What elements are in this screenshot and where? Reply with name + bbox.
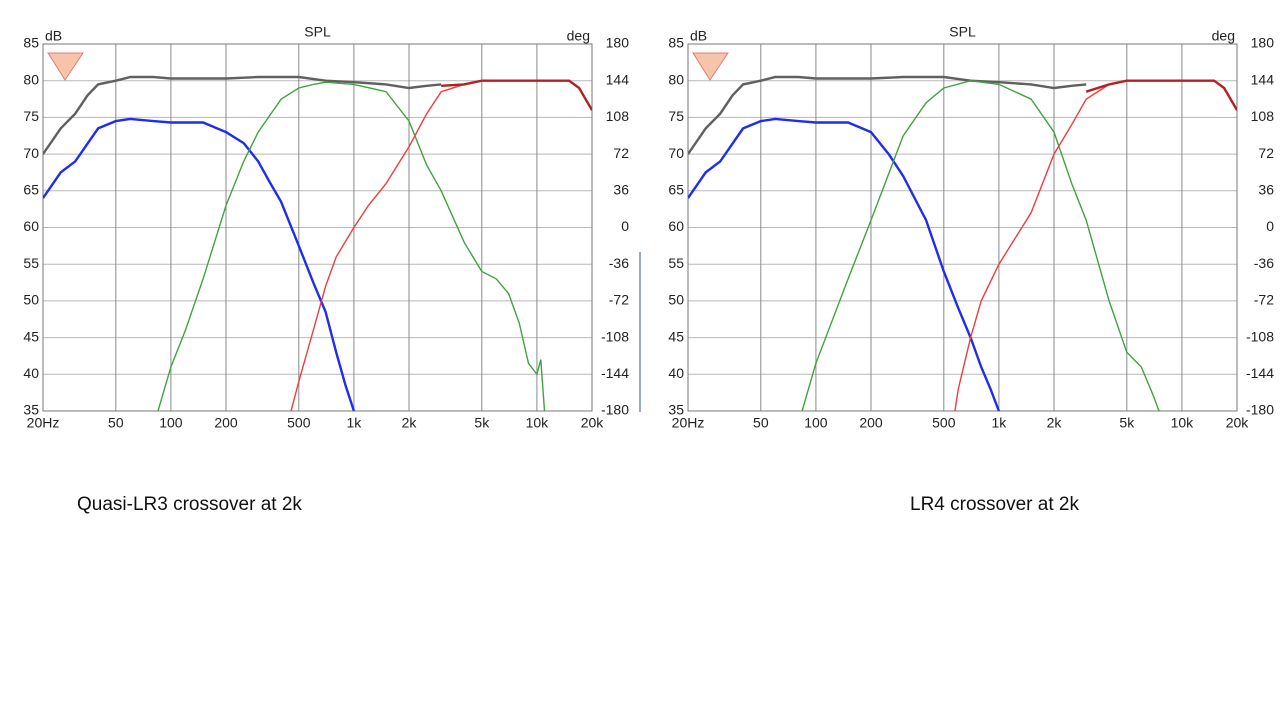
y2-tick-label: -144 [601, 365, 629, 381]
y2-tick-label: 144 [606, 71, 630, 87]
y2-axis-label: deg [567, 28, 590, 44]
series-line [157, 81, 546, 411]
y-tick-label: 55 [23, 255, 39, 271]
y2-tick-label: 180 [1251, 35, 1275, 51]
x-tick-label: 5k [474, 415, 490, 431]
y-tick-label: 50 [668, 292, 684, 308]
y-tick-label: 60 [23, 218, 39, 234]
y-tick-label: 60 [668, 218, 684, 234]
caption: LR4 crossover at 2k [910, 494, 1079, 515]
y-tick-label: 70 [23, 145, 39, 161]
series-line [801, 79, 1160, 411]
series-line [43, 117, 356, 411]
y-tick-label: 45 [23, 328, 39, 344]
x-tick-label: 20k [581, 415, 605, 431]
y-tick-label: 85 [23, 35, 39, 51]
y-tick-label: 65 [668, 182, 684, 198]
x-tick-label: 10k [1171, 415, 1195, 431]
x-tick-label: 10k [526, 415, 550, 431]
series-line [688, 75, 1087, 155]
x-tick-label: 20k [1226, 415, 1250, 431]
x-tick-label: 50 [753, 415, 769, 431]
x-tick-label: 200 [214, 415, 238, 431]
y-axis-label: dB [45, 28, 62, 44]
y2-axis-label: deg [1212, 28, 1235, 44]
y-tick-label: 70 [668, 145, 684, 161]
y2-tick-label: 180 [606, 35, 630, 51]
x-tick-label: 100 [804, 415, 828, 431]
y2-tick-label: -180 [1246, 402, 1274, 418]
x-tick-label: 5k [1119, 415, 1135, 431]
y-tick-label: 75 [23, 108, 39, 124]
y-tick-label: 45 [668, 328, 684, 344]
y-tick-label: 75 [668, 108, 684, 124]
series-line [1085, 79, 1237, 111]
y-tick-label: 85 [668, 35, 684, 51]
caption: Quasi-LR3 crossover at 2k [77, 494, 302, 515]
plot-frame [687, 43, 1238, 412]
x-tick-label: 100 [159, 415, 183, 431]
y2-tick-label: -72 [1254, 292, 1274, 308]
y2-tick-label: 108 [1251, 108, 1275, 124]
x-tick-label: 20Hz [27, 415, 60, 431]
y2-tick-label: 36 [613, 182, 629, 198]
y-tick-label: 40 [668, 365, 684, 381]
y2-tick-label: -72 [609, 292, 629, 308]
y-tick-label: 55 [668, 255, 684, 271]
series-line [954, 83, 1110, 411]
y2-tick-label: 36 [1258, 182, 1274, 198]
y-tick-label: 35 [23, 402, 39, 418]
y2-tick-label: -36 [609, 255, 629, 271]
x-tick-label: 200 [859, 415, 883, 431]
x-tick-label: 500 [287, 415, 311, 431]
x-tick-label: 2k [1047, 415, 1063, 431]
y2-tick-label: 72 [1258, 145, 1274, 161]
x-tick-label: 2k [402, 415, 418, 431]
x-tick-label: 1k [347, 415, 363, 431]
y2-tick-label: 0 [1266, 218, 1274, 234]
y2-tick-label: -180 [601, 402, 629, 418]
logo [47, 52, 84, 81]
y2-tick-label: 0 [621, 218, 629, 234]
y2-tick-label: 72 [613, 145, 629, 161]
series-line [43, 75, 442, 155]
chart-title: SPL [949, 24, 976, 40]
y2-tick-label: 108 [606, 108, 630, 124]
y-tick-label: 50 [23, 292, 39, 308]
chart-title: SPL [304, 24, 331, 40]
x-tick-label: 50 [108, 415, 124, 431]
y2-tick-label: -108 [601, 328, 629, 344]
y2-tick-label: -108 [1246, 328, 1274, 344]
y-tick-label: 80 [23, 71, 39, 87]
x-tick-label: 20Hz [672, 415, 705, 431]
series-line [441, 79, 592, 111]
series-line [290, 83, 465, 411]
y2-tick-label: -36 [1254, 255, 1274, 271]
y-tick-label: 35 [668, 402, 684, 418]
y2-tick-label: 144 [1251, 71, 1275, 87]
x-tick-label: 1k [992, 415, 1008, 431]
plot-frame [42, 43, 593, 412]
logo [692, 52, 729, 81]
y-tick-label: 80 [668, 71, 684, 87]
y2-tick-label: -144 [1246, 365, 1274, 381]
y-tick-label: 40 [23, 365, 39, 381]
y-axis-label: dB [690, 28, 707, 44]
x-tick-label: 500 [932, 415, 956, 431]
y-tick-label: 65 [23, 182, 39, 198]
